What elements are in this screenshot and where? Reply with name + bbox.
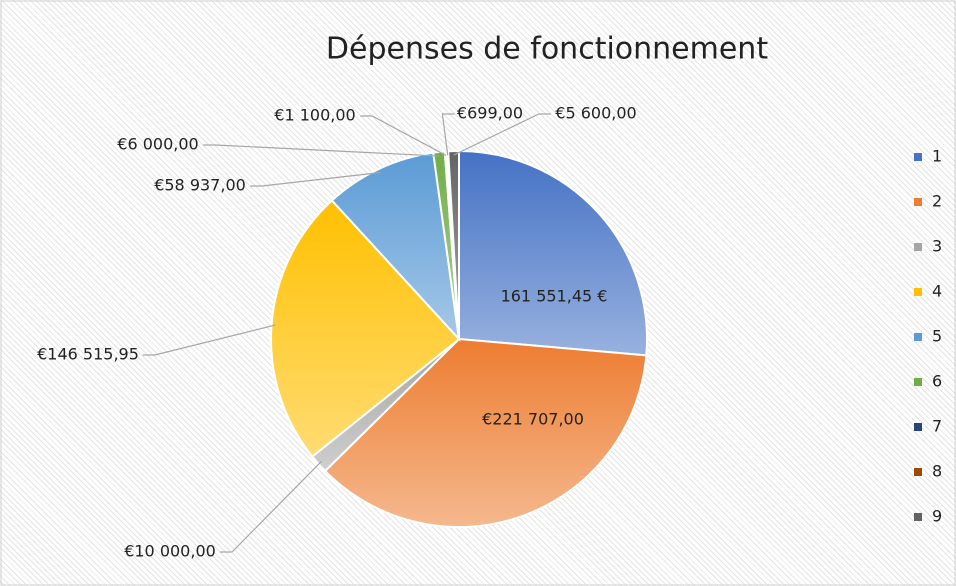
data-label: €10 000,00: [124, 542, 216, 561]
legend-label: 4: [932, 282, 942, 301]
legend-label: 5: [932, 327, 942, 346]
legend-swatch: [914, 333, 922, 341]
pie-slice: [270, 199, 461, 458]
data-label: €221 707,00: [482, 410, 584, 429]
pie-slice: [447, 149, 460, 340]
leader-line: [453, 113, 551, 156]
data-label: €1 100,00: [274, 106, 355, 125]
leader-line: [203, 144, 440, 157]
legend-swatch: [914, 198, 922, 206]
legend-label: 6: [932, 372, 942, 391]
data-label: €146 515,95: [37, 345, 139, 364]
legend-label: 2: [932, 192, 942, 211]
data-label: €6 000,00: [117, 135, 198, 154]
legend-swatch: [914, 468, 922, 476]
pie-slice: [323, 337, 648, 528]
legend-swatch: [914, 513, 922, 521]
legend-label: 9: [932, 507, 942, 526]
legend-swatch: [914, 423, 922, 431]
legend-swatch: [914, 288, 922, 296]
legend-label: 3: [932, 237, 942, 256]
pie-slice: [330, 151, 461, 343]
legend-label: 8: [932, 462, 942, 481]
legend-label: 7: [932, 417, 942, 436]
legend-label: 1: [932, 147, 942, 166]
leader-line: [220, 460, 322, 553]
leader-line: [441, 113, 455, 156]
data-label: €5 600,00: [555, 104, 636, 123]
legend-swatch: [914, 378, 922, 386]
pie-slice: [458, 149, 648, 357]
data-label: €58 937,00: [154, 176, 246, 195]
chart-title: Dépenses de fonctionnement: [326, 32, 768, 67]
legend-swatch: [914, 153, 922, 161]
legend-swatch: [914, 243, 922, 251]
leader-line: [360, 115, 447, 156]
leader-line: [142, 324, 276, 356]
leader-line: [250, 171, 381, 187]
data-label: 161 551,45 €: [501, 287, 608, 306]
data-label: €699,00: [457, 104, 523, 123]
